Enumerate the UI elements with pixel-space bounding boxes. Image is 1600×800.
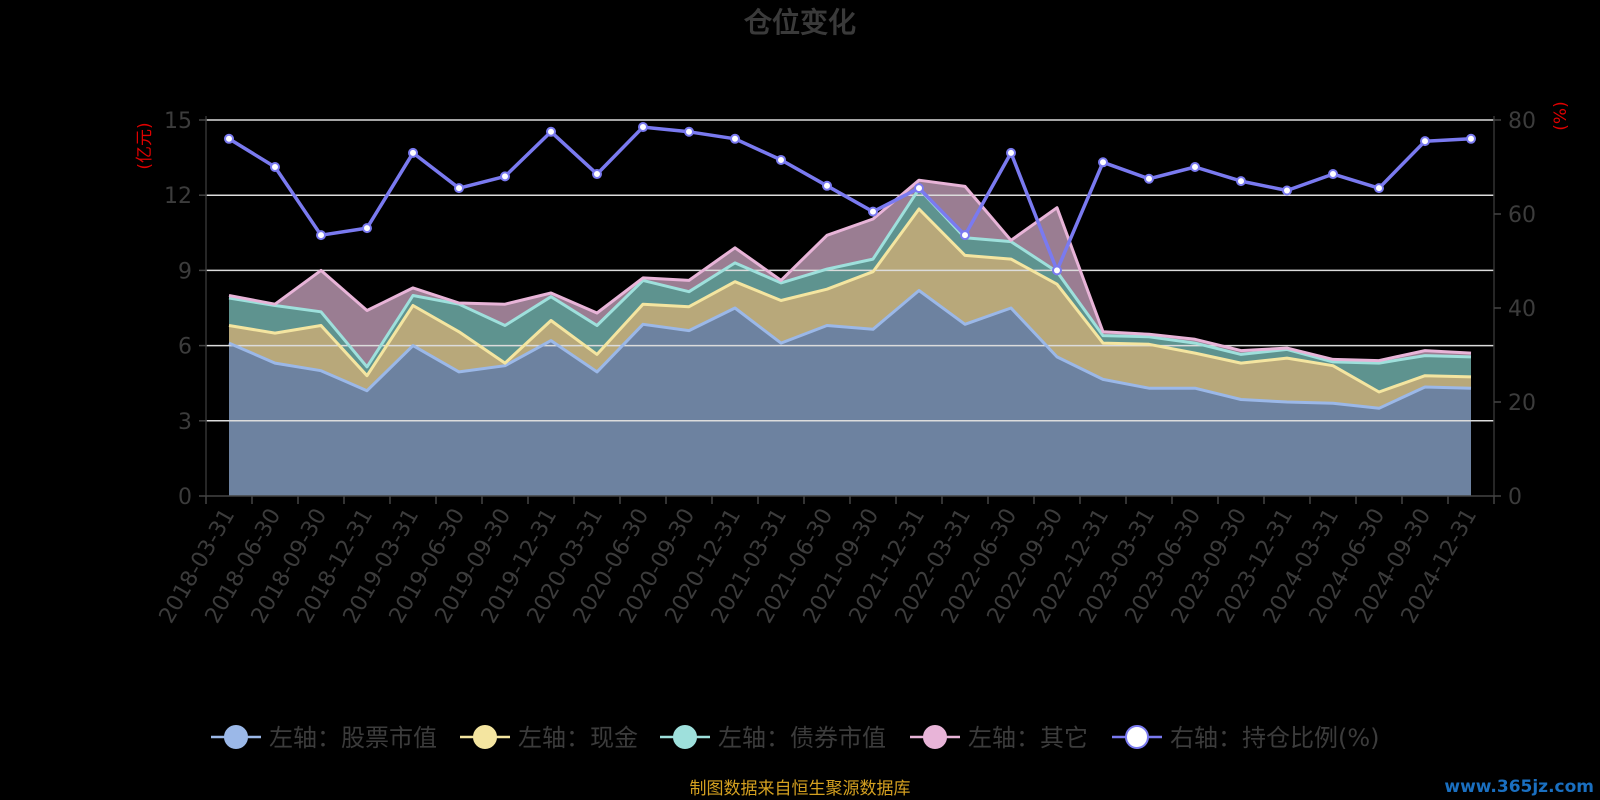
watermark: www.365jz.com bbox=[1444, 777, 1594, 797]
position-ratio-point[interactable] bbox=[1190, 162, 1200, 172]
position-ratio-point[interactable] bbox=[270, 162, 280, 172]
legend-marker-5[interactable] bbox=[1125, 725, 1149, 749]
left-axis-tick-label: 12 bbox=[164, 184, 192, 209]
left-axis-tick-label: 3 bbox=[178, 410, 192, 435]
right-axis-unit: (%) bbox=[1551, 101, 1571, 130]
area-series-1 bbox=[229, 290, 1471, 496]
left-axis-tick-label: 0 bbox=[178, 485, 192, 510]
line-series-4 bbox=[228, 178, 1472, 363]
position-ratio-point[interactable] bbox=[362, 223, 372, 234]
position-ratio-point[interactable] bbox=[316, 230, 326, 241]
position-ratio-point[interactable] bbox=[1420, 136, 1430, 147]
position-ratio-point[interactable] bbox=[1052, 265, 1062, 276]
legend-label-3[interactable]: 左轴：债券市值 bbox=[718, 724, 886, 752]
position-ratio-point[interactable] bbox=[454, 183, 464, 194]
position-ratio-point[interactable] bbox=[546, 126, 556, 137]
position-ratio-point[interactable] bbox=[224, 133, 234, 144]
position-ratio-point[interactable] bbox=[500, 171, 510, 182]
position-ratio-point[interactable] bbox=[1466, 133, 1476, 144]
position-ratio-point[interactable] bbox=[1144, 173, 1154, 184]
position-ratio-point[interactable] bbox=[776, 154, 786, 165]
position-ratio-line bbox=[228, 125, 1472, 273]
legend-marker-2[interactable] bbox=[473, 725, 497, 749]
position-ratio-point[interactable] bbox=[822, 180, 832, 191]
left-axis-tick-label: 15 bbox=[164, 109, 192, 134]
left-axis-unit: (亿元) bbox=[135, 122, 155, 169]
position-ratio-point[interactable] bbox=[638, 122, 648, 133]
legend-label-5[interactable]: 右轴：持仓比例(%) bbox=[1170, 724, 1380, 752]
left-axis-tick-label: 6 bbox=[178, 335, 192, 360]
area-series-3 bbox=[229, 188, 1471, 392]
position-ratio-point[interactable] bbox=[592, 169, 602, 180]
legend-marker-4[interactable] bbox=[923, 725, 947, 749]
position-ratio-point[interactable] bbox=[914, 183, 924, 194]
line-series-3 bbox=[228, 187, 1472, 369]
position-ratio-point[interactable] bbox=[1006, 147, 1016, 158]
position-ratio-point[interactable] bbox=[1282, 185, 1292, 196]
position-ratio-point[interactable] bbox=[1328, 169, 1338, 180]
right-axis-tick-label: 80 bbox=[1508, 109, 1536, 134]
position-ratio-point[interactable] bbox=[684, 126, 694, 137]
left-axis-tick-label: 9 bbox=[178, 259, 192, 284]
position-ratio-point[interactable] bbox=[408, 147, 418, 158]
legend-label-2[interactable]: 左轴：现金 bbox=[518, 724, 638, 752]
position-ratio-point[interactable] bbox=[960, 230, 970, 241]
position-ratio-point[interactable] bbox=[1098, 157, 1108, 168]
legend-label-1[interactable]: 左轴：股票市值 bbox=[269, 724, 437, 752]
legend-label-4[interactable]: 左轴：其它 bbox=[968, 724, 1088, 752]
right-axis-tick-label: 60 bbox=[1508, 203, 1536, 228]
right-axis-tick-label: 0 bbox=[1508, 485, 1522, 510]
data-source-note: 制图数据来自恒生聚源数据库 bbox=[690, 779, 911, 799]
legend-marker-1[interactable] bbox=[224, 725, 248, 749]
position-ratio-point[interactable] bbox=[1236, 176, 1246, 187]
area-series-2 bbox=[229, 209, 1471, 409]
right-axis-tick-label: 40 bbox=[1508, 297, 1536, 322]
position-ratio-point[interactable] bbox=[730, 133, 740, 144]
position-ratio-point[interactable] bbox=[868, 206, 878, 217]
position-ratio-point[interactable] bbox=[1374, 183, 1384, 194]
chart-title: 仓位变化 bbox=[744, 6, 856, 39]
right-axis-tick-label: 20 bbox=[1508, 391, 1536, 416]
legend-marker-3[interactable] bbox=[673, 725, 697, 749]
line-series-1 bbox=[228, 289, 1472, 410]
line-series-2 bbox=[228, 207, 1472, 394]
